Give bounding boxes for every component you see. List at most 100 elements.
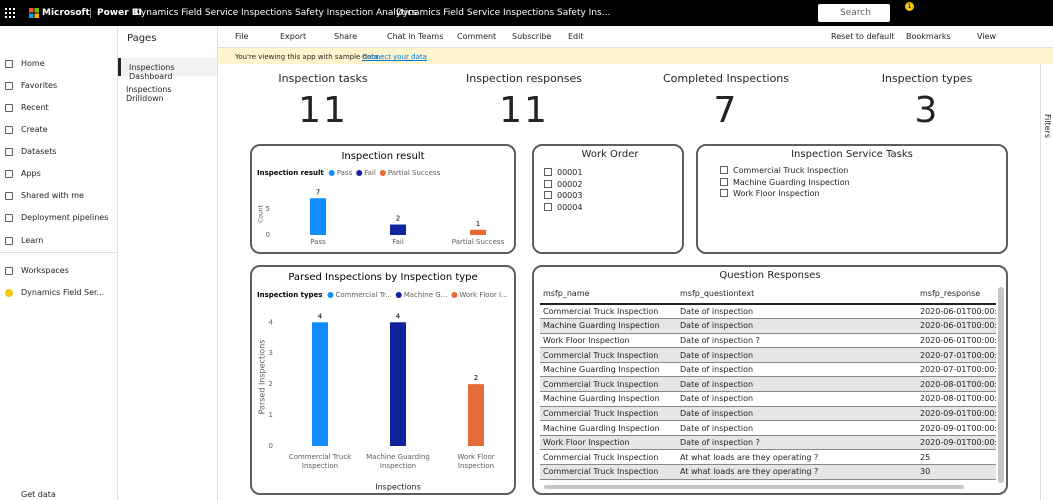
banner-link[interactable]: Connect your data [362, 53, 427, 61]
nav-footer[interactable]: Get data [21, 490, 56, 499]
top-bar: Microsoft Power BI Dynamics Field Servic… [0, 0, 1053, 26]
toolbar-button[interactable]: Reset to default [831, 32, 895, 41]
brand: Microsoft [42, 8, 90, 18]
filters-pane[interactable]: Filters [1040, 64, 1053, 500]
nav-item[interactable]: Create [21, 125, 48, 134]
nav-item[interactable]: Recent [21, 103, 49, 112]
toolbar-button[interactable]: Chat in Teams [387, 32, 444, 41]
nav-icon [5, 289, 13, 297]
nav-icon [5, 82, 13, 90]
legend-label[interactable]: Partial Success [388, 169, 441, 177]
table-cell: 30 [917, 464, 996, 480]
nav-item[interactable]: Favorites [21, 81, 58, 90]
checkbox[interactable] [544, 191, 552, 199]
nav-item[interactable]: Apps [21, 169, 41, 178]
checkbox[interactable] [720, 166, 728, 174]
pages-title: Pages [127, 33, 157, 44]
table-cell: At what loads are they operating ? [677, 464, 917, 480]
toolbar-button[interactable]: Comment [457, 32, 497, 41]
slicer-item[interactable]: Commercial Truck Inspection [720, 166, 848, 175]
table-cell: Date of inspection [677, 362, 917, 378]
table-row: Work Floor Inspection Date of inspection … [540, 333, 996, 349]
x-tick-label: Partial Success [451, 238, 505, 246]
y-tick-label: 1 [269, 411, 273, 419]
table-cell: 2020-08-01T00:00:00 [917, 391, 996, 407]
table-row: Commercial Truck Inspection Date of inspe… [540, 304, 996, 320]
nav-icon [5, 104, 13, 112]
slicer-item-label: 00003 [557, 191, 583, 200]
page-tab[interactable]: Inspections Drilldown [126, 85, 172, 103]
toolbar-button[interactable]: Export [280, 32, 307, 41]
checkbox[interactable] [544, 179, 552, 188]
toolbar-button[interactable]: File [235, 32, 249, 41]
nav-item[interactable]: Workspaces [21, 266, 69, 275]
slicer-item[interactable]: Work Floor Inspection [720, 189, 820, 198]
chart-visual: Inspection result Inspection result Pass Fa… [250, 144, 516, 254]
page-tab[interactable]: Inspections Dashboard [118, 58, 217, 81]
table-cell: Date of inspection [677, 406, 917, 422]
table-row: Machine Guarding Inspection Date of inspe… [540, 391, 996, 407]
bar[interactable] [390, 224, 406, 236]
bar[interactable] [468, 384, 484, 446]
checkbox[interactable] [544, 168, 552, 176]
table-cell: Commercial Truck Inspection [540, 304, 677, 320]
table-row: Commercial Truck Inspection At what loads… [540, 449, 996, 466]
column-header[interactable]: msfp_response [917, 284, 996, 305]
x-tick-label: Commercial Truck Inspection [288, 453, 352, 470]
nav-item[interactable]: Shared with me [21, 191, 84, 200]
search-box[interactable]: Search [818, 4, 890, 22]
slicer-item[interactable]: 00002 [544, 179, 582, 189]
checkbox[interactable] [720, 189, 728, 197]
chart-title: Inspection result [341, 151, 424, 162]
table-cell: 2020-07-01T00:00:00 [917, 362, 996, 378]
slicer-item[interactable]: 00001 [544, 168, 582, 177]
table-cell: Machine Guarding Inspection [540, 318, 677, 334]
checkbox[interactable] [720, 177, 728, 186]
nav-item[interactable]: Home [21, 59, 45, 68]
bar[interactable] [310, 198, 326, 235]
legend-swatch [451, 292, 458, 298]
bar[interactable] [470, 229, 486, 235]
column-header[interactable]: msfp_questiontext [677, 284, 917, 305]
toolbar-button[interactable]: Bookmarks [906, 32, 951, 41]
product: Power BI [90, 8, 142, 18]
y-tick-label: 4 [269, 318, 274, 326]
legend-label[interactable]: Fail [364, 169, 376, 177]
slicer-item-label: 00004 [557, 202, 583, 212]
card-value: 11 [499, 90, 549, 131]
app-launcher[interactable] [5, 8, 15, 18]
nav-item[interactable]: Learn [21, 236, 44, 245]
legend-label[interactable]: Machine G... [404, 291, 448, 299]
card-label: Completed Inspections [662, 72, 790, 85]
slicer: Inspection Service Tasks Commercial Truck… [696, 144, 1008, 254]
report-canvas: Inspection tasks 11 Inspection responses 11… [218, 64, 1040, 500]
table-row: Machine Guarding Inspection Date of inspe… [540, 362, 996, 378]
notification-badge[interactable]: 1 [905, 2, 914, 11]
slicer-item[interactable]: 00004 [544, 202, 583, 212]
toolbar-button[interactable]: View [977, 32, 996, 41]
legend-label[interactable]: Commercial Tr... [335, 291, 391, 299]
table-cell: Machine Guarding Inspection [540, 391, 677, 407]
legend-label[interactable]: Work Floor I... [459, 291, 507, 299]
table-cell: Date of inspection [677, 420, 917, 436]
table-cell: Commercial Truck Inspection [540, 449, 677, 466]
card-value: 11 [298, 90, 348, 131]
nav-item[interactable]: Datasets [21, 147, 57, 156]
checkbox[interactable] [544, 202, 552, 211]
slicer-item[interactable]: Machine Guarding Inspection [720, 177, 850, 187]
nav-item[interactable]: Deployment pipelines [21, 213, 109, 222]
bar[interactable] [312, 322, 328, 446]
legend-swatch [328, 170, 335, 176]
nav-item[interactable]: Dynamics Field Ser... [21, 288, 105, 297]
toolbar-button[interactable]: Share [334, 32, 358, 41]
legend-label[interactable]: Pass [337, 169, 353, 177]
slicer-item[interactable]: 00003 [544, 191, 582, 200]
nav-icon [5, 148, 13, 156]
column-header[interactable]: msfp_name [540, 284, 677, 305]
bar[interactable] [390, 322, 406, 446]
toolbar-button[interactable]: Edit [568, 32, 584, 41]
toolbar-button[interactable]: Subscribe [512, 32, 552, 41]
chart: Parsed Inspections by Inspection type Ins… [257, 272, 508, 492]
y-axis-label: Count [258, 204, 265, 222]
